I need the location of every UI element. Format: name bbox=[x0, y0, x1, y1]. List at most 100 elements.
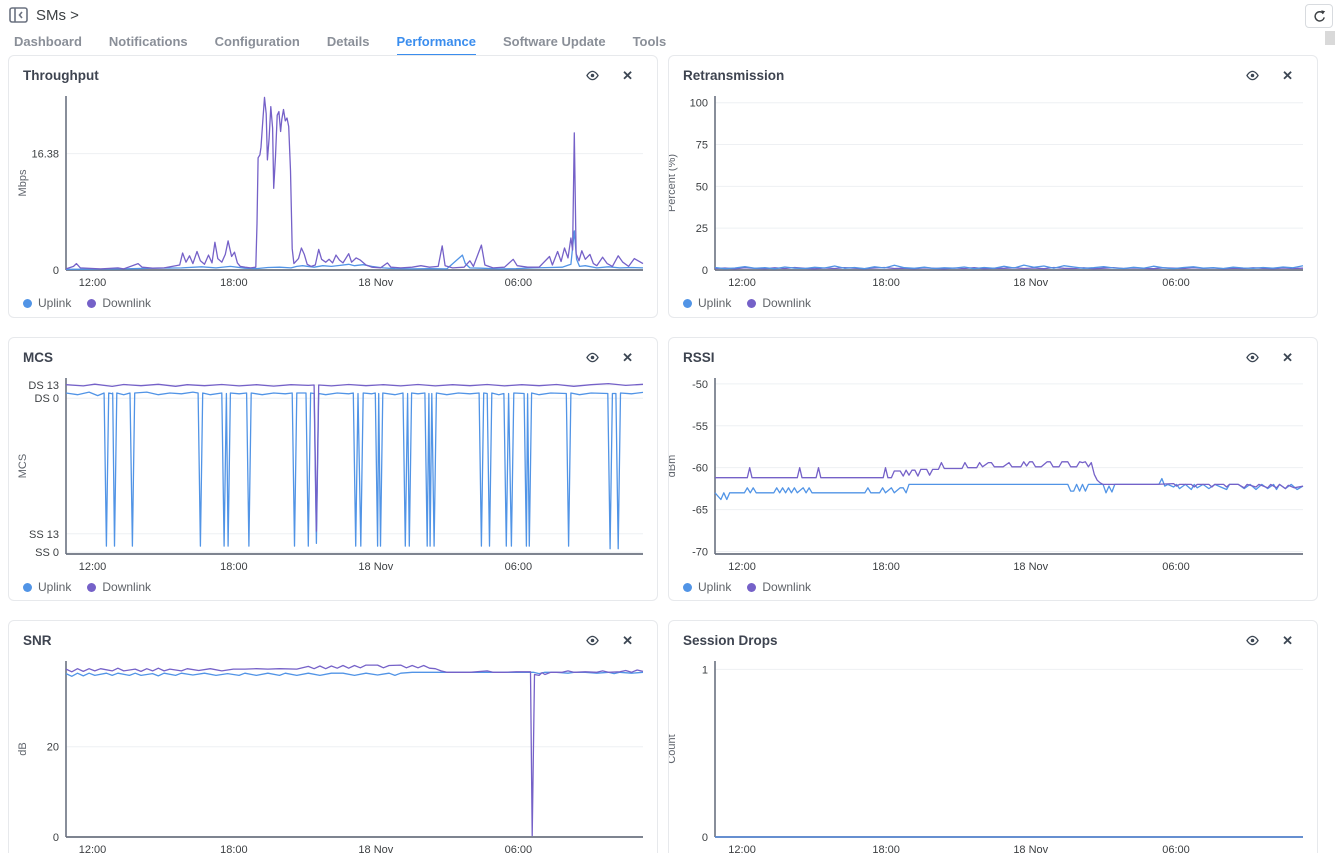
close-icon[interactable]: ✕ bbox=[622, 632, 633, 648]
svg-text:18:00: 18:00 bbox=[220, 561, 248, 573]
top-bar: SMs > bbox=[0, 0, 1337, 28]
svg-text:0: 0 bbox=[53, 265, 59, 277]
svg-text:25: 25 bbox=[696, 223, 708, 235]
svg-text:06:00: 06:00 bbox=[505, 844, 533, 853]
legend-downlink[interactable]: Downlink bbox=[87, 580, 151, 594]
svg-text:18:00: 18:00 bbox=[220, 844, 248, 853]
legend-uplink[interactable]: Uplink bbox=[23, 296, 71, 310]
svg-text:dB: dB bbox=[17, 742, 29, 755]
session-drops-chart: 1 0 12:00 18:00 18 Nov 06:00 Count bbox=[669, 661, 1303, 853]
svg-text:12:00: 12:00 bbox=[79, 844, 107, 853]
panel-title-throughput: Throughput bbox=[23, 67, 99, 83]
svg-text:18:00: 18:00 bbox=[872, 561, 900, 573]
close-icon[interactable]: ✕ bbox=[1282, 67, 1293, 83]
legend-uplink-label: Uplink bbox=[38, 296, 72, 310]
uplink-dot bbox=[683, 298, 692, 308]
close-icon[interactable]: ✕ bbox=[622, 349, 633, 365]
svg-text:Mbps: Mbps bbox=[17, 169, 29, 196]
refresh-button[interactable] bbox=[1305, 4, 1333, 28]
visibility-icon[interactable] bbox=[585, 68, 600, 83]
tab-software-update[interactable]: Software Update bbox=[502, 34, 606, 49]
svg-text:06:00: 06:00 bbox=[505, 277, 533, 289]
panel-title-snr: SNR bbox=[23, 632, 52, 648]
svg-text:DS 0: DS 0 bbox=[35, 393, 59, 405]
page-title: SMs > bbox=[36, 6, 79, 24]
uplink-dot bbox=[23, 582, 32, 592]
svg-text:18:00: 18:00 bbox=[872, 844, 900, 853]
svg-text:-60: -60 bbox=[692, 463, 708, 475]
svg-text:18:00: 18:00 bbox=[872, 277, 900, 289]
uplink-dot bbox=[23, 298, 32, 308]
svg-text:-55: -55 bbox=[692, 421, 708, 433]
tab-notifications[interactable]: Notifications bbox=[108, 34, 188, 49]
downlink-dot bbox=[747, 582, 757, 592]
snr-chart: 20 0 12:00 18:00 18 Nov 06:00 dB bbox=[17, 661, 644, 853]
tab-configuration[interactable]: Configuration bbox=[214, 34, 300, 49]
svg-text:-50: -50 bbox=[692, 379, 708, 391]
svg-text:12:00: 12:00 bbox=[79, 277, 107, 289]
legend-uplink[interactable]: Uplink bbox=[683, 296, 731, 310]
svg-text:MCS: MCS bbox=[17, 454, 29, 478]
visibility-icon[interactable] bbox=[1245, 68, 1260, 83]
legend: Uplink Downlink bbox=[669, 576, 1317, 594]
legend: Uplink Downlink bbox=[9, 576, 657, 594]
svg-text:16.38: 16.38 bbox=[31, 149, 59, 161]
downlink-dot bbox=[87, 582, 97, 592]
visibility-icon[interactable] bbox=[1245, 633, 1260, 648]
legend-uplink-label: Uplink bbox=[38, 580, 72, 594]
close-icon[interactable]: ✕ bbox=[1282, 632, 1293, 648]
scrollbar-thumb[interactable] bbox=[1325, 31, 1335, 45]
panel-title-retransmission: Retransmission bbox=[683, 67, 785, 83]
tab-tools[interactable]: Tools bbox=[632, 34, 667, 49]
svg-text:1: 1 bbox=[702, 664, 708, 676]
legend-downlink[interactable]: Downlink bbox=[747, 296, 811, 310]
chart-grid: Throughput ✕ 16.38 0 12:00 18:00 18 Nov 06:00… bbox=[0, 55, 1337, 853]
legend-downlink-label: Downlink bbox=[762, 580, 812, 594]
close-icon[interactable]: ✕ bbox=[622, 67, 633, 83]
panel-throughput: Throughput ✕ 16.38 0 12:00 18:00 18 Nov 06:00… bbox=[8, 55, 658, 318]
panel-mcs: MCS ✕ DS 13 DS 0 SS 13 SS 0 12:00 18:00 18 Nov… bbox=[8, 337, 658, 601]
panel-title-rssi: RSSI bbox=[683, 349, 715, 365]
refresh-icon bbox=[1314, 10, 1326, 22]
panel-session-drops: Session Drops ✕ 1 0 12:00 18:00 18 Nov 06:00 C… bbox=[668, 620, 1318, 853]
legend-uplink-label: Uplink bbox=[698, 580, 732, 594]
retransmission-chart: 100 75 50 25 0 12:00 18:00 18 Nov 06:00 Percent (… bbox=[669, 96, 1304, 289]
svg-text:18 Nov: 18 Nov bbox=[1013, 844, 1048, 853]
panel-title-mcs: MCS bbox=[23, 349, 53, 365]
legend-uplink-label: Uplink bbox=[698, 296, 732, 310]
tab-dashboard[interactable]: Dashboard bbox=[14, 34, 82, 49]
visibility-icon[interactable] bbox=[585, 633, 600, 648]
svg-text:06:00: 06:00 bbox=[505, 561, 533, 573]
legend-downlink-label: Downlink bbox=[102, 296, 152, 310]
collapse-sidebar-icon[interactable] bbox=[8, 7, 28, 24]
visibility-icon[interactable] bbox=[585, 350, 600, 365]
svg-text:12:00: 12:00 bbox=[728, 844, 756, 853]
svg-text:-70: -70 bbox=[692, 546, 708, 558]
svg-text:SS 13: SS 13 bbox=[29, 529, 59, 541]
tab-performance[interactable]: Performance bbox=[396, 34, 476, 57]
panel-title-session-drops: Session Drops bbox=[683, 632, 778, 648]
svg-text:SS 0: SS 0 bbox=[35, 547, 59, 559]
svg-text:0: 0 bbox=[702, 832, 708, 844]
legend-uplink[interactable]: Uplink bbox=[683, 580, 731, 594]
visibility-icon[interactable] bbox=[1245, 350, 1260, 365]
svg-text:50: 50 bbox=[696, 181, 708, 193]
svg-text:Count: Count bbox=[669, 734, 678, 763]
svg-text:12:00: 12:00 bbox=[728, 277, 756, 289]
svg-text:18 Nov: 18 Nov bbox=[358, 277, 393, 289]
svg-text:18:00: 18:00 bbox=[220, 277, 248, 289]
close-icon[interactable]: ✕ bbox=[1282, 349, 1293, 365]
legend-downlink-label: Downlink bbox=[102, 580, 152, 594]
svg-text:18 Nov: 18 Nov bbox=[358, 844, 393, 853]
downlink-dot bbox=[747, 298, 757, 308]
legend-downlink[interactable]: Downlink bbox=[87, 296, 151, 310]
panel-retransmission: Retransmission ✕ 100 75 50 25 0 12:00 18:00 18 … bbox=[668, 55, 1318, 318]
svg-text:18 Nov: 18 Nov bbox=[1013, 277, 1048, 289]
legend-uplink[interactable]: Uplink bbox=[23, 580, 71, 594]
tab-details[interactable]: Details bbox=[326, 34, 370, 49]
legend-downlink[interactable]: Downlink bbox=[747, 580, 811, 594]
svg-text:06:00: 06:00 bbox=[1162, 561, 1190, 573]
svg-text:DS 13: DS 13 bbox=[28, 380, 59, 392]
legend: Uplink Downlink bbox=[9, 292, 657, 310]
